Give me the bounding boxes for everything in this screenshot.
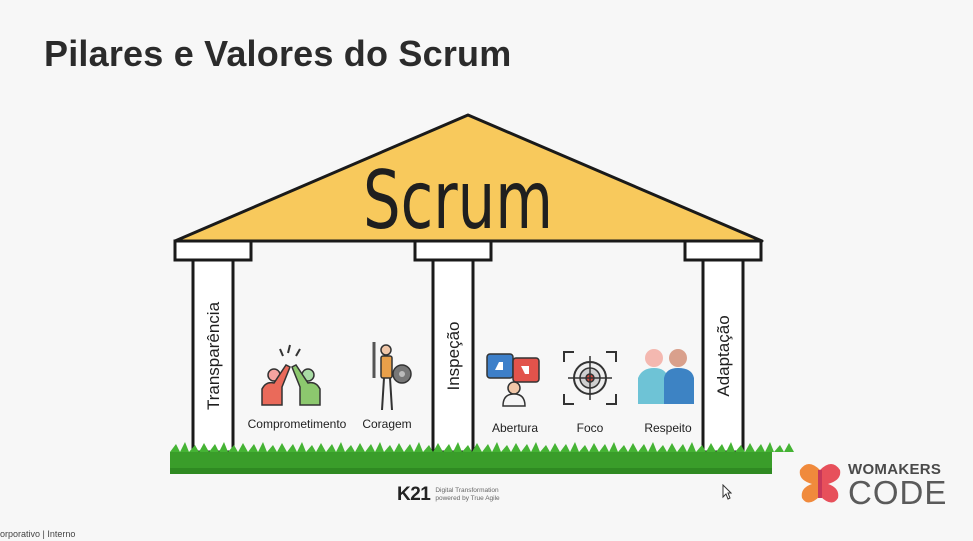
pillar-capital-center <box>413 239 493 262</box>
pillar-column-right <box>701 258 745 454</box>
womakers-code-logo: WOMAKERS CODE <box>798 461 948 511</box>
value-label-respeito: Respeito <box>644 421 692 435</box>
butterfly-icon <box>799 464 841 503</box>
roof-label: Scrum <box>363 154 553 247</box>
pillar-label-inspecao: Inspeção <box>444 322 463 391</box>
people-icon <box>638 349 694 404</box>
code-text: CODE <box>848 474 948 511</box>
pillar-label-transparencia: Transparência <box>204 301 223 410</box>
womakers-text: WOMAKERS <box>848 461 942 478</box>
pillar-capital-left <box>173 239 253 262</box>
k21-tagline-line-2: powered by True Agile <box>435 495 500 502</box>
value-label-abertura: Abertura <box>492 421 538 435</box>
value-label-foco: Foco <box>577 421 604 435</box>
warrior-icon <box>372 342 412 411</box>
k21-brand: K21 <box>397 484 431 505</box>
feedback-icon <box>486 353 540 407</box>
high-five-icon <box>261 344 321 406</box>
value-label-coragem: Coragem <box>362 417 411 431</box>
slide-title: Pilares e Valores do Scrum <box>44 33 512 74</box>
pillar-capital-right <box>683 239 763 262</box>
grass-base <box>170 442 794 474</box>
pillar-label-adaptacao: Adaptação <box>714 315 733 396</box>
k21-logo: K21 Digital Transformation powered by Tr… <box>397 484 500 506</box>
pillar-column-left <box>191 258 235 454</box>
mouse-pointer-icon <box>722 484 732 500</box>
k21-tagline-line-1: Digital Transformation <box>435 487 499 494</box>
footer-classification: orporativo | Interno <box>0 529 76 539</box>
value-label-comprometimento: Comprometimento <box>248 417 347 431</box>
k21-tagline: Digital Transformation powered by True A… <box>435 487 499 503</box>
target-icon <box>563 351 617 405</box>
